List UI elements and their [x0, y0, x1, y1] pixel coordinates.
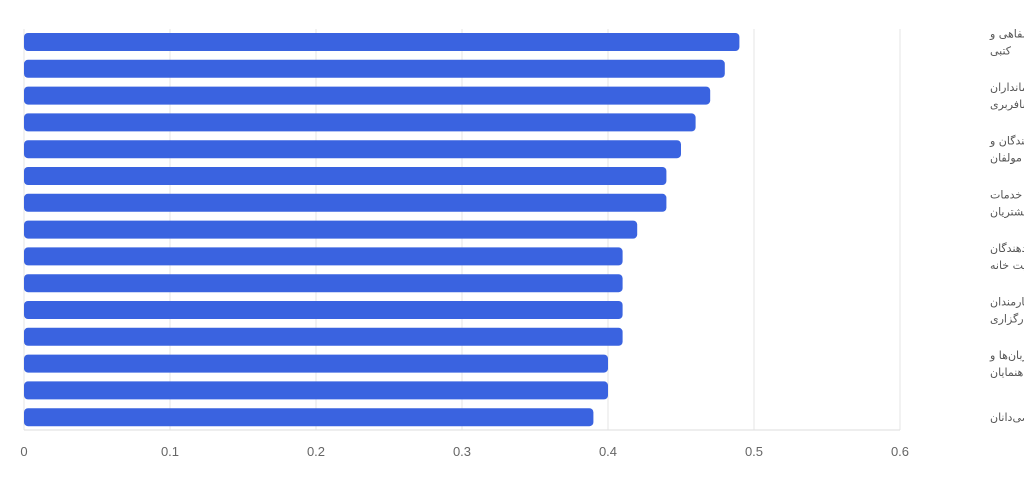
bar — [24, 381, 608, 400]
category-label-line: کتبی — [990, 45, 1012, 58]
category-label-line: مدیریت خانه — [990, 259, 1024, 272]
category-label-line: مولفان — [990, 152, 1022, 165]
category-label-line: ریاضی‌دانان — [990, 411, 1024, 424]
category-label-line: آموزش‌دهندگان — [990, 241, 1024, 255]
bar — [24, 220, 638, 239]
category-label-line: راهنمایان — [990, 366, 1024, 379]
x-axis-ticks: 0 0.1 0.2 0.3 0.4 0.5 0.6 — [20, 444, 909, 459]
category-labels: مترجمان شفاهی و کتبی مهمانداران مسافربری نوی… — [989, 28, 1024, 425]
category-label: کارشناسان خدمات مشتریان — [990, 188, 1024, 218]
category-label-line: کارمندان — [990, 296, 1024, 309]
category-label: مهمانداران مسافربری — [990, 81, 1024, 111]
bar — [24, 59, 725, 78]
bar — [24, 33, 740, 51]
bar — [24, 274, 623, 293]
x-tick-label: 0.6 — [891, 444, 909, 459]
category-label-line: کارگزاری — [990, 313, 1024, 326]
category-label: نویسندگان و مولفان — [989, 135, 1024, 165]
bar — [24, 408, 594, 427]
bar — [24, 327, 623, 346]
x-tick-label: 0.1 — [161, 444, 179, 459]
category-label: آموزش‌دهندگان مدیریت خانه — [990, 241, 1024, 272]
bar — [24, 301, 623, 319]
x-tick-label: 0.4 — [599, 444, 617, 459]
bars — [24, 33, 740, 427]
category-label-line: مهمانداران — [990, 81, 1024, 94]
bar — [24, 247, 623, 266]
category-label: کارمندان کارگزاری — [990, 296, 1024, 326]
bar — [24, 113, 696, 132]
x-tick-label: 0 — [20, 444, 27, 459]
bar — [24, 354, 608, 373]
category-label-line: مسافربری — [990, 98, 1024, 111]
category-label-line: نویسندگان و — [989, 135, 1024, 148]
category-label-line: کارشناسان خدمات — [990, 188, 1024, 201]
category-label: مترجمان شفاهی و کتبی — [989, 28, 1024, 58]
x-tick-label: 0.3 — [453, 444, 471, 459]
bar — [24, 193, 667, 212]
x-tick-label: 0.5 — [745, 444, 763, 459]
category-label-line: مترجمان شفاهی و — [989, 28, 1024, 41]
category-label-line: مشتریان — [990, 205, 1024, 218]
x-tick-label: 0.2 — [307, 444, 325, 459]
bar — [24, 140, 681, 159]
category-label-line: دربان‌ها و — [989, 349, 1024, 362]
category-label: دربان‌ها و راهنمایان — [989, 349, 1024, 379]
bar — [24, 86, 711, 105]
category-label: ریاضی‌دانان — [990, 411, 1024, 424]
bar — [24, 167, 667, 185]
